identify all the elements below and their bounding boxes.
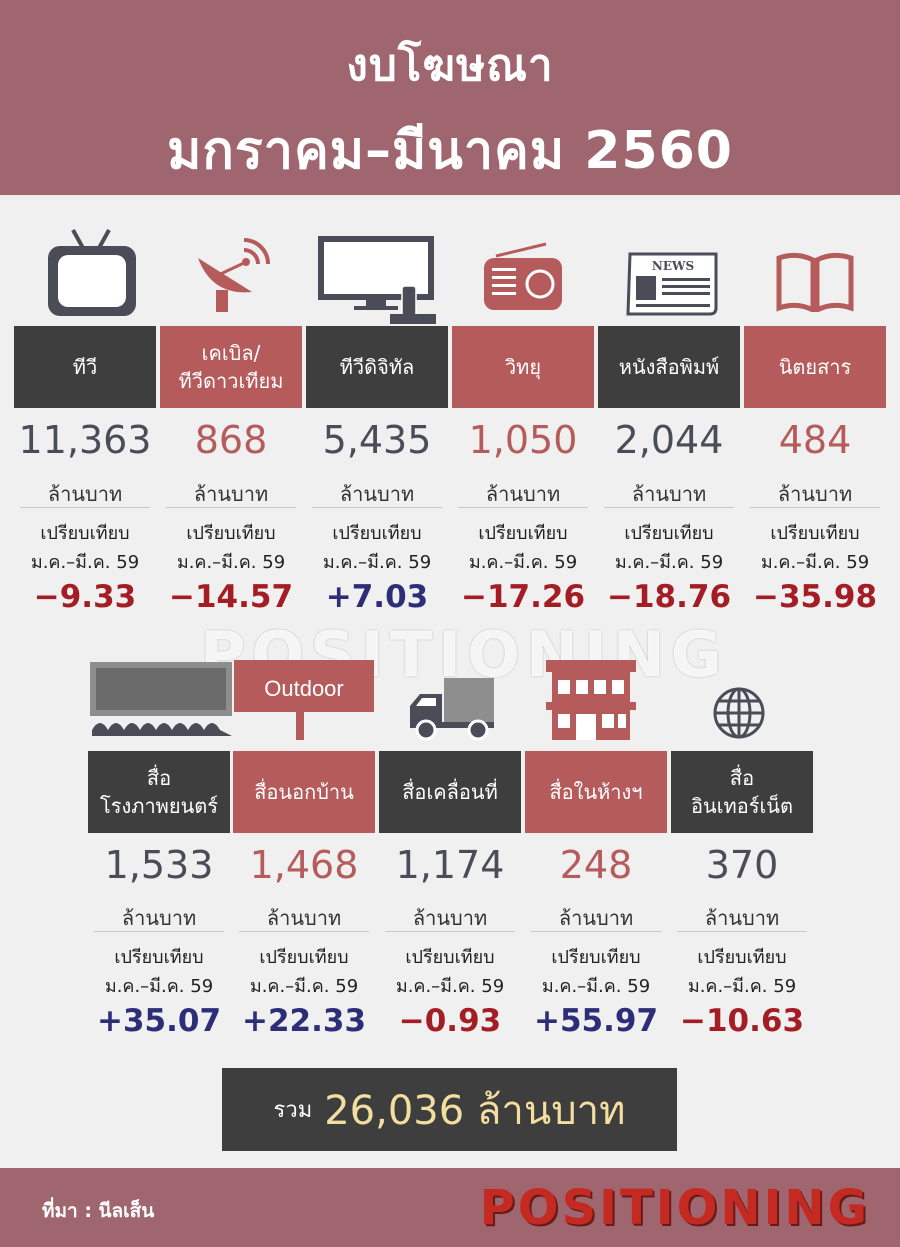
- media-unit: ล้านบาท: [558, 906, 634, 930]
- media-unit: ล้านบาท: [412, 906, 488, 930]
- media-label: นิตยสาร: [744, 326, 886, 408]
- billboard-icon: Outdoor: [234, 660, 374, 740]
- compare-line1: เปรียบเทียบ: [478, 523, 568, 544]
- compare-line1: เปรียบเทียบ: [770, 523, 860, 544]
- change-value: +7.03: [325, 579, 429, 615]
- media-label: เคเบิล/ ทีวีดาวเทียม: [160, 326, 302, 408]
- compare-line1: เปรียบเทียบ: [114, 947, 204, 968]
- compare-line2: ม.ค.–มี.ค. 59: [614, 552, 724, 573]
- divider: [750, 507, 880, 508]
- compare-line1: เปรียบเทียบ: [40, 523, 130, 544]
- divider: [458, 507, 588, 508]
- globe-icon: [713, 687, 765, 739]
- book-icon: [776, 252, 854, 312]
- divider: [385, 931, 515, 932]
- media-value: 1,174: [395, 843, 505, 887]
- building-icon: [546, 660, 636, 740]
- change-value: −9.33: [33, 579, 137, 615]
- media-label: สื่อ อินเทอร์เน็ต: [671, 751, 813, 833]
- brand-logo: POSITIONING: [479, 1180, 870, 1236]
- source-text: ที่มา : นีลเส็น: [42, 1200, 155, 1222]
- media-value: 11,363: [18, 418, 152, 462]
- svg-text:Outdoor: Outdoor: [264, 676, 344, 701]
- media-unit: ล้านบาท: [121, 906, 197, 930]
- total-value: 26,036 ล้านบาท: [324, 1087, 626, 1134]
- media-value: 5,435: [322, 418, 432, 462]
- compare-line1: เปรียบเทียบ: [332, 523, 422, 544]
- media-value: 1,468: [249, 843, 359, 887]
- compare-line2: ม.ค.–มี.ค. 59: [395, 976, 505, 997]
- footer-banner: ที่มา : นีลเส็น POSITIONING: [0, 1168, 900, 1247]
- divider: [677, 931, 807, 932]
- media-unit: ล้านบาท: [631, 482, 707, 506]
- compare-line2: ม.ค.–มี.ค. 59: [541, 976, 651, 997]
- media-unit: ล้านบาท: [339, 482, 415, 506]
- media-label: สื่อ โรงภาพยนตร์: [88, 751, 230, 833]
- compare-line1: เปรียบเทียบ: [624, 523, 714, 544]
- compare-line1: เปรียบเทียบ: [551, 947, 641, 968]
- tv-icon: [48, 229, 136, 316]
- divider: [94, 931, 224, 932]
- divider: [604, 507, 734, 508]
- svg-text:NEWS: NEWS: [652, 259, 694, 273]
- title-line1: งบโฆษณา: [346, 40, 554, 91]
- media-value: 1,533: [104, 843, 214, 887]
- truck-icon: [410, 678, 494, 741]
- media-label: สื่อเคลื่อนที่: [379, 751, 521, 833]
- divider: [239, 931, 369, 932]
- change-value: −10.63: [679, 1003, 805, 1039]
- change-value: −17.26: [460, 579, 586, 615]
- change-value: −14.57: [168, 579, 294, 615]
- compare-line1: เปรียบเทียบ: [697, 947, 787, 968]
- compare-line1: เปรียบเทียบ: [186, 523, 276, 544]
- divider: [312, 507, 442, 508]
- newspaper-icon: NEWS: [626, 252, 718, 316]
- change-value: +35.07: [96, 1003, 222, 1039]
- radio-icon: [484, 242, 562, 310]
- media-value: 1,050: [468, 418, 578, 462]
- compare-line2: ม.ค.–มี.ค. 59: [687, 976, 797, 997]
- media-label: สื่อในห้างฯ: [525, 751, 667, 833]
- media-unit: ล้านบาท: [47, 482, 123, 506]
- compare-line2: ม.ค.–มี.ค. 59: [104, 976, 214, 997]
- media-label: สื่อนอกบ้าน: [233, 751, 375, 833]
- total-box: รวม 26,036 ล้านบาท: [222, 1068, 677, 1151]
- media-label: ทีวี: [14, 326, 156, 408]
- divider: [20, 507, 150, 508]
- media-label: หนังสือพิมพ์: [598, 326, 740, 408]
- digital-tv-icon: [318, 236, 436, 324]
- compare-line2: ม.ค.–มี.ค. 59: [468, 552, 578, 573]
- media-value: 2,044: [614, 418, 724, 462]
- compare-line2: ม.ค.–มี.ค. 59: [30, 552, 140, 573]
- change-value: +22.33: [241, 1003, 367, 1039]
- media-value: 248: [559, 843, 633, 887]
- title-line2: มกราคม–มีนาคม 2560: [167, 121, 733, 181]
- compare-line2: ม.ค.–มี.ค. 59: [249, 976, 359, 997]
- compare-line2: ม.ค.–มี.ค. 59: [176, 552, 286, 573]
- compare-line2: ม.ค.–มี.ค. 59: [322, 552, 432, 573]
- satellite-dish-icon: [198, 238, 270, 312]
- compare-line2: ม.ค.–มี.ค. 59: [760, 552, 870, 573]
- media-value: 484: [778, 418, 852, 462]
- media-unit: ล้านบาท: [266, 906, 342, 930]
- media-unit: ล้านบาท: [704, 906, 780, 930]
- change-value: +55.97: [533, 1003, 659, 1039]
- divider: [166, 507, 296, 508]
- media-value: 370: [705, 843, 779, 887]
- total-label: รวม: [273, 1098, 313, 1123]
- media-unit: ล้านบาท: [485, 482, 561, 506]
- change-value: −35.98: [752, 579, 878, 615]
- divider: [531, 931, 661, 932]
- cinema-icon: [90, 662, 232, 736]
- media-unit: ล้านบาท: [193, 482, 269, 506]
- change-value: −18.76: [606, 579, 732, 615]
- compare-line1: เปรียบเทียบ: [259, 947, 349, 968]
- header-banner: งบโฆษณา มกราคม–มีนาคม 2560: [0, 0, 900, 195]
- media-label: ทีวีดิจิทัล: [306, 326, 448, 408]
- media-value: 868: [194, 418, 268, 462]
- compare-line1: เปรียบเทียบ: [405, 947, 495, 968]
- media-label: วิทยุ: [452, 326, 594, 408]
- media-unit: ล้านบาท: [777, 482, 853, 506]
- change-value: −0.93: [398, 1003, 502, 1039]
